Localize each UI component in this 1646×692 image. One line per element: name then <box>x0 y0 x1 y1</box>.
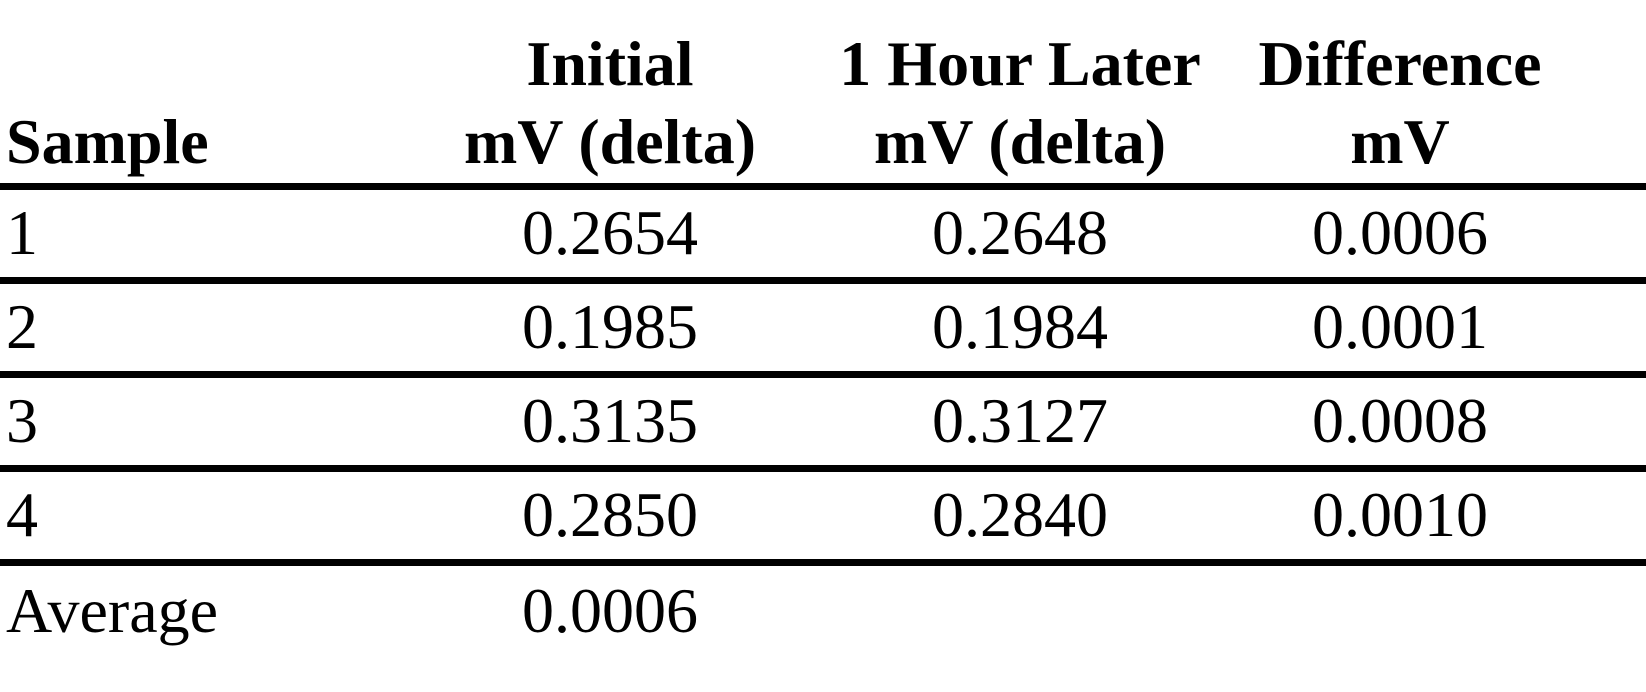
header-line-bottom: mV (delta) <box>463 105 757 177</box>
header-row: Sample Initial mV (delta) 1 Hour Later m… <box>0 0 1646 190</box>
header-line-bottom: mV <box>1350 105 1450 177</box>
cell-one-hour-later-mv: 0.2840 <box>810 468 1210 566</box>
empty-cell <box>1210 562 1646 657</box>
voltage-measurement-table: Sample Initial mV (delta) 1 Hour Later m… <box>0 0 1646 657</box>
cell-initial-mv: 0.3135 <box>340 374 810 472</box>
table-row-sample-2: 2 0.1985 0.1984 0.0001 <box>0 280 1646 378</box>
cell-one-hour-later-mv: 0.2648 <box>810 186 1210 284</box>
header-line-top: Difference <box>1258 27 1542 99</box>
cell-sample: 1 <box>0 186 340 284</box>
cell-difference-mv: 0.0008 <box>1210 374 1646 472</box>
table-row-sample-1: 1 0.2654 0.2648 0.0006 <box>0 186 1646 284</box>
cell-initial-mv: 0.2654 <box>340 186 810 284</box>
column-header-sample: Sample <box>0 0 340 190</box>
column-header-difference-mv: Difference mV <box>1210 0 1646 190</box>
header-line-top: Initial <box>526 27 694 99</box>
cell-sample: 3 <box>0 374 340 472</box>
empty-cell <box>810 562 1210 657</box>
table-row-sample-3: 3 0.3135 0.3127 0.0008 <box>0 374 1646 472</box>
header-line-bottom: Sample <box>6 105 209 177</box>
cell-difference-mv: 0.0001 <box>1210 280 1646 378</box>
average-label: Average <box>6 575 218 647</box>
cell-sample: 2 <box>0 280 340 378</box>
cell-difference-mv: 0.0010 <box>1210 468 1646 566</box>
cell-one-hour-later-mv: 0.1984 <box>810 280 1210 378</box>
column-header-initial-mv: Initial mV (delta) <box>340 0 810 190</box>
cell-one-hour-later-mv: 0.3127 <box>810 374 1210 472</box>
table-footer: Average 0.0006 <box>0 562 1646 657</box>
header-line-top: 1 Hour Later <box>839 27 1201 99</box>
average-value: 0.0006 <box>522 575 698 647</box>
header-line-bottom: mV (delta) <box>873 105 1167 177</box>
cell-initial-mv: 0.2850 <box>340 468 810 566</box>
table-body: 1 0.2654 0.2648 0.0006 2 0.1985 0.1984 0… <box>0 186 1646 566</box>
cell-initial-mv: 0.1985 <box>340 280 810 378</box>
cell-sample: 4 <box>0 468 340 566</box>
table-row-sample-4: 4 0.2850 0.2840 0.0010 <box>0 468 1646 566</box>
table-header: Sample Initial mV (delta) 1 Hour Later m… <box>0 0 1646 190</box>
cell-difference-mv: 0.0006 <box>1210 186 1646 284</box>
average-row: Average 0.0006 <box>0 562 1646 657</box>
column-header-one-hour-later-mv: 1 Hour Later mV (delta) <box>810 0 1210 190</box>
